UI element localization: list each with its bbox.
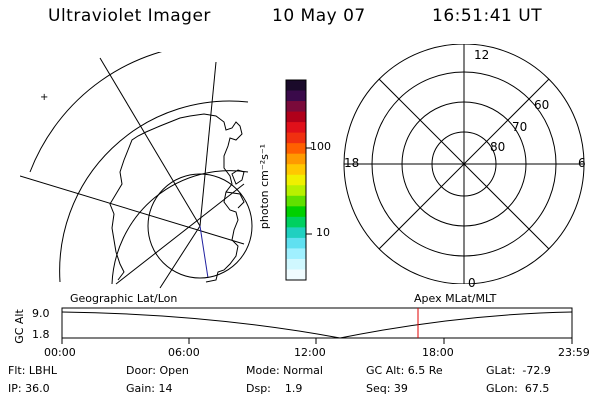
colorbar-cell bbox=[286, 80, 306, 92]
colorbar-cell bbox=[286, 111, 306, 123]
info-dsp: Dsp: 1.9 bbox=[246, 382, 303, 395]
time-tick-6: 06:00 bbox=[168, 346, 200, 359]
colorbar-cell bbox=[286, 90, 306, 102]
lat-label-60: 60 bbox=[534, 98, 550, 112]
polar-plot bbox=[343, 44, 585, 284]
colorbar-label: photon cm⁻²s⁻¹ bbox=[258, 143, 272, 230]
info-gain: Gain: 14 bbox=[126, 382, 173, 395]
colorbar-cell bbox=[286, 164, 306, 176]
colorbar-cell bbox=[286, 174, 306, 186]
polar-plot-label: Apex MLat/MLT bbox=[414, 292, 497, 305]
colorbar-cell bbox=[286, 248, 306, 260]
info-glat: GLat: -72.9 bbox=[486, 364, 551, 377]
time-tick-24: 23:59 bbox=[558, 346, 590, 359]
lat-label-80: 80 bbox=[490, 140, 506, 154]
time-tick-18: 18:00 bbox=[422, 346, 454, 359]
mlt-label-bottom: 0 bbox=[468, 276, 476, 290]
time-tick-12: 12:00 bbox=[294, 346, 326, 359]
colorbar-cell bbox=[286, 206, 306, 218]
colorbar bbox=[285, 79, 312, 281]
colorbar-cell bbox=[286, 227, 306, 239]
info-glon: GLon: 67.5 bbox=[486, 382, 550, 395]
lat-circle-inner bbox=[111, 170, 249, 285]
geo-map-label: Geographic Lat/Lon bbox=[70, 292, 178, 305]
lat-circle-outer bbox=[29, 52, 163, 173]
colorbar-cell bbox=[286, 153, 306, 165]
colorbar-cell bbox=[286, 185, 306, 197]
time-label: 16:51:41 UT bbox=[432, 6, 543, 26]
lon-line-1 bbox=[99, 57, 201, 227]
lon-line-4 bbox=[115, 183, 245, 285]
field-of-view-circle bbox=[147, 173, 253, 279]
colorbar-cell bbox=[286, 216, 306, 228]
date-label: 10 May 07 bbox=[272, 6, 366, 26]
info-seq: Seq: 39 bbox=[366, 382, 408, 395]
time-tick-0: 00:00 bbox=[44, 346, 76, 359]
lon-line-5 bbox=[159, 225, 201, 289]
polar-diagonal-2 bbox=[378, 78, 550, 250]
colorbar-cell bbox=[286, 237, 306, 249]
map-marker-glyph: + bbox=[40, 92, 48, 103]
lon-line-2 bbox=[199, 61, 217, 227]
continent-outline bbox=[109, 113, 243, 283]
colorbar-cell bbox=[286, 195, 306, 207]
info-ip: IP: 36.0 bbox=[8, 382, 50, 395]
info-door: Door: Open bbox=[126, 364, 189, 377]
altitude-ylabel: GC Alt bbox=[12, 309, 26, 344]
colorbar-cell bbox=[286, 269, 306, 281]
mlt-label-right: 6 bbox=[578, 156, 586, 170]
island-outline bbox=[231, 169, 245, 185]
colorbar-cell bbox=[286, 122, 306, 134]
colorbar-cell bbox=[286, 101, 306, 113]
info-filter: Flt: LBHL bbox=[8, 364, 57, 377]
info-mode: Mode: Normal bbox=[246, 364, 323, 377]
lat-label-70: 70 bbox=[512, 120, 528, 134]
colorbar-tick-label-100: 100 bbox=[310, 140, 331, 153]
info-gc-alt: GC Alt: 6.5 Re bbox=[366, 364, 443, 377]
coast-outline bbox=[225, 191, 245, 209]
altitude-ytick-high: 9.0 bbox=[32, 307, 50, 320]
lat-circle-mid bbox=[59, 100, 249, 283]
lon-line-3 bbox=[20, 175, 245, 245]
track-line bbox=[199, 225, 209, 279]
colorbar-cell bbox=[286, 132, 306, 144]
instrument-title: Ultraviolet Imager bbox=[48, 6, 211, 26]
mlt-label-top: 12 bbox=[474, 48, 490, 62]
colorbar-frame bbox=[285, 79, 307, 281]
colorbar-cell bbox=[286, 258, 306, 270]
mlt-label-left: 18 bbox=[344, 156, 360, 170]
altitude-ytick-low: 1.8 bbox=[32, 328, 50, 341]
geographic-map: + bbox=[20, 52, 253, 289]
colorbar-tick-label-10: 10 bbox=[316, 226, 330, 239]
altitude-plot bbox=[61, 307, 573, 344]
altitude-plot-frame bbox=[61, 307, 573, 339]
colorbar-cell bbox=[286, 143, 306, 155]
altitude-curve bbox=[61, 311, 573, 339]
